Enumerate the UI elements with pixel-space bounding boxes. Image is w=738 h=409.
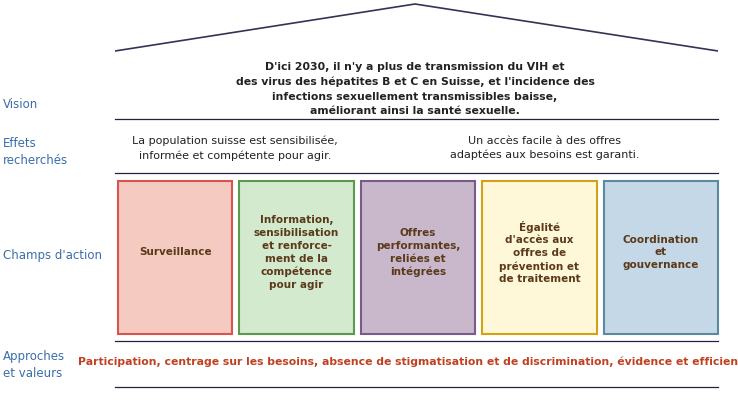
Text: D'ici 2030, il n'y a plus de transmission du VIH et
des virus des hépatites B et: D'ici 2030, il n'y a plus de transmissio…	[235, 62, 594, 116]
Text: La population suisse est sensibilisée,
informée et compétente pour agir.: La population suisse est sensibilisée, i…	[132, 135, 338, 160]
Text: Approches
et valeurs: Approches et valeurs	[3, 349, 65, 379]
Text: Champs d'action: Champs d'action	[3, 248, 102, 261]
FancyBboxPatch shape	[239, 182, 354, 334]
Text: Participation, centrage sur les besoins, absence de stigmatisation et de discrim: Participation, centrage sur les besoins,…	[78, 356, 738, 366]
Text: Égalité
d'accès aux
offres de
prévention et
de traitement: Égalité d'accès aux offres de prévention…	[499, 220, 580, 284]
Text: Un accès facile à des offres
adaptées aux besoins est garanti.: Un accès facile à des offres adaptées au…	[450, 135, 640, 160]
Text: Effets
recherchés: Effets recherchés	[3, 137, 68, 166]
Text: Vision: Vision	[3, 98, 38, 111]
Text: Offres
performantes,
reliées et
intégrées: Offres performantes, reliées et intégrée…	[376, 227, 461, 276]
FancyBboxPatch shape	[361, 182, 475, 334]
FancyBboxPatch shape	[482, 182, 596, 334]
FancyBboxPatch shape	[118, 182, 232, 334]
Text: Information,
sensibilisation
et renforce-
ment de la
compétence
pour agir: Information, sensibilisation et renforce…	[254, 215, 339, 289]
Text: Surveillance: Surveillance	[139, 247, 212, 257]
FancyBboxPatch shape	[604, 182, 718, 334]
Text: Coordination
et
gouvernance: Coordination et gouvernance	[623, 234, 699, 270]
